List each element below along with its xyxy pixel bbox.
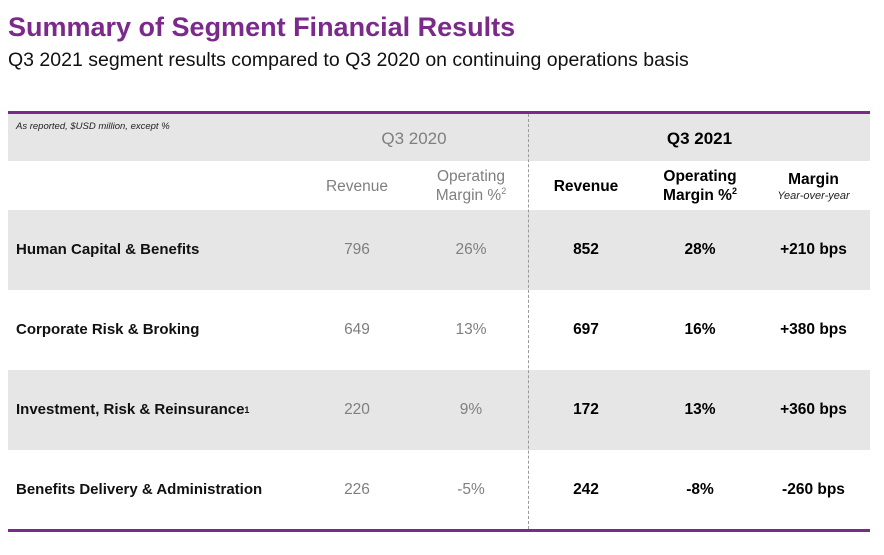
period-divider: [528, 114, 529, 529]
revenue-2021-value: 697: [573, 320, 599, 338]
revenue-2021-value: 242: [573, 480, 599, 498]
margin-change-value: +210 bps: [780, 240, 847, 258]
margin-change-value: -260 bps: [782, 480, 845, 498]
col-header-revenue-2020: Revenue: [325, 177, 389, 195]
header-band: [8, 114, 870, 161]
segment-name: Human Capital & Benefits: [16, 241, 200, 258]
period-header-q3-2021: Q3 2021: [666, 128, 733, 148]
operating-margin-2021-value: 28%: [684, 240, 716, 258]
revenue-2021-value: 172: [573, 400, 599, 418]
table-row-band: [8, 210, 870, 290]
col-header-margin-pct-text: Margin %: [435, 187, 502, 204]
operating-margin-2020-value: 26%: [455, 240, 487, 258]
operating-margin-2020-value: 9%: [459, 400, 483, 418]
footnote-marker: 2: [501, 185, 507, 196]
period-header-q3-2020: Q3 2020: [381, 128, 447, 148]
margin-change-value: +360 bps: [780, 400, 847, 418]
col-header-margin-pct-text: Margin %: [663, 187, 732, 204]
margin-change-value: +380 bps: [780, 320, 847, 338]
col-header-yoy-text: Year-over-year: [777, 189, 850, 202]
segment-name: Benefits Delivery & Administration: [16, 481, 263, 498]
col-header-operating-text: Operating: [663, 168, 737, 186]
page-title: Summary of Segment Financial Results: [8, 12, 516, 42]
segment-name: Investment, Risk & Reinsurance 1: [16, 401, 250, 418]
page-subtitle: Q3 2021 segment results compared to Q3 2…: [8, 49, 689, 71]
operating-margin-2021-value: -8%: [686, 480, 714, 498]
operating-margin-2020-value: -5%: [457, 480, 485, 498]
col-header-margin-yoy: Margin Year-over-year: [757, 164, 870, 210]
revenue-2020-value: 220: [344, 400, 370, 418]
col-header-margin-text: Margin: [788, 171, 839, 189]
operating-margin-2020-value: 13%: [455, 320, 487, 338]
units-note: As reported, $USD million, except %: [16, 121, 170, 132]
revenue-2020-value: 649: [344, 320, 370, 338]
col-header-operating-text: Operating: [436, 168, 506, 186]
col-header-operating-margin-2020: Operating Margin %2: [414, 164, 528, 210]
table-row-band: [8, 370, 870, 450]
operating-margin-2021-value: 16%: [684, 320, 716, 338]
table-bottom-rule: [8, 529, 870, 532]
revenue-2020-value: 796: [344, 240, 370, 258]
operating-margin-2021-value: 13%: [684, 400, 716, 418]
footnote-marker: 2: [731, 185, 737, 196]
revenue-2021-value: 852: [573, 240, 599, 258]
col-header-revenue-2021: Revenue: [553, 177, 619, 195]
segment-name: Corporate Risk & Broking: [16, 321, 200, 338]
table-top-rule: [8, 111, 870, 114]
col-header-operating-margin-2021: Operating Margin %2: [643, 164, 757, 210]
revenue-2020-value: 226: [344, 480, 370, 498]
